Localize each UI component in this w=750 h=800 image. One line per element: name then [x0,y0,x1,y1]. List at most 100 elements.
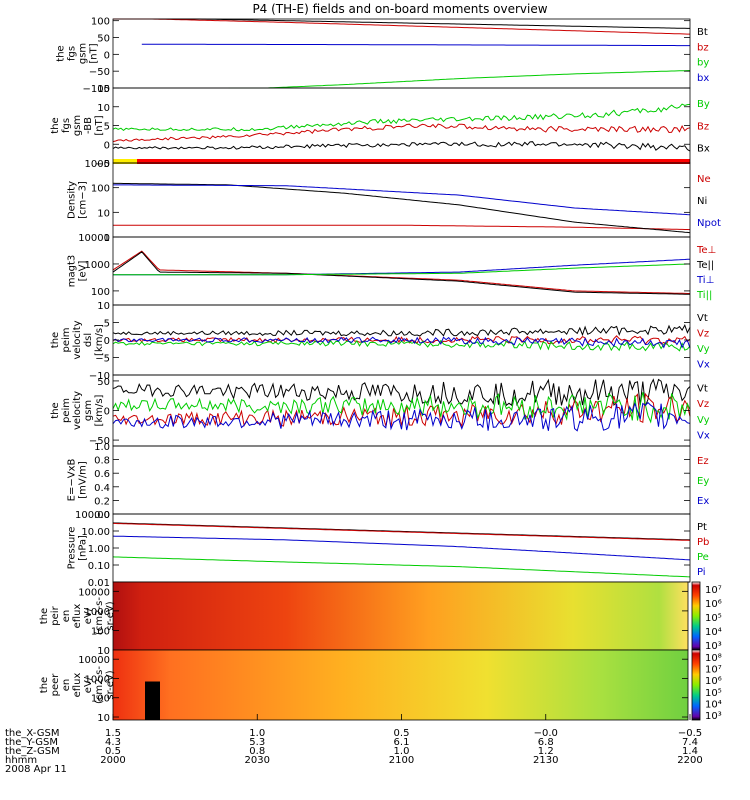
series-line-npot [113,184,691,216]
y-tick-label: 100 [91,184,110,195]
y-axis-label: thepeimvelocitydsl[km/s] [50,320,105,359]
colorbar [691,649,701,721]
panel-9: 10⁷ 10⁶ 10⁵ 10⁴ 10³ 10000 1000 100 10 thepeirenef… [39,581,722,657]
y-axis-label-line: magt3 [67,255,78,288]
y-tick-label: 100.00 [75,510,110,521]
series-line-ne [113,224,691,231]
y-tick-label: 0.2 [94,496,110,507]
y-tick-label: −5 [95,354,110,365]
legend-label: Vt [697,383,708,394]
y-axis-label: E=−VxB[mV/m] [67,459,89,502]
x-axis-row-label: the_X-GSM [5,728,59,739]
colorbar-tick-label: 10⁵ [705,688,722,699]
panel-3: Ne Ni Npot 1000 100 10 1 Density[cm−3] [67,159,721,244]
y-axis-label-line: the [50,402,61,418]
x-axis-value: 1.0 [394,746,410,757]
y-tick-label: 10 [97,301,110,312]
x-axis-value: 2130 [533,755,558,766]
y-axis-label-line: [nT] [89,43,100,63]
heatmap-image [113,650,688,720]
y-axis-label-line: dsl [83,333,94,347]
y-tick-label: −50 [89,67,110,78]
y-axis-label-line: peir [50,605,61,625]
panel-5: Vt Vz Vy Vx 10 5 0 −5 −10 thepeimvelocitydsl[km/s… [50,301,710,382]
x-axis-value: 1.5 [105,728,121,739]
series-line-pe [112,556,691,578]
heatmap-dropout [145,681,160,720]
y-tick-label: 10 [97,713,110,724]
panel-frame [112,445,691,515]
colorbar-tick-label: 10³ [705,641,722,652]
legend-label: Bx [697,144,710,155]
x-axis-value: 7.4 [682,737,698,748]
panel-8: Pt Pb Pe Pi 100.00 10.00 1.00 0.10 0.01 Pressure[… [67,510,710,589]
y-tick-label: 15 [97,84,110,95]
y-axis-label: thepeimvelocitygsm[km/s] [50,391,105,430]
y-tick-label: 0.01 [88,578,110,589]
panel-1: Bt bz by bx 100 50 0 −50 −100 thefgsgsm[nT] [56,17,710,95]
legend-label: Te⊥ [696,245,716,256]
y-axis-label-line: en [61,610,72,623]
y-axis-label: thepeerenefluxeV/(cm2-s-sr-eV) [39,666,116,704]
panels: Btbzbybx100500−50−100thefgsgsm[nT]ByBzBx… [39,17,722,724]
colorbar-tick-label: 10⁶ [705,676,722,687]
y-axis-label-line: velocity [72,320,83,359]
y-tick-label: −10 [89,371,110,382]
y-tick-label: 1000 [85,159,110,170]
legend-label: Te|| [696,260,714,271]
series-line-vx [112,336,691,349]
legend-label: Vy [697,415,710,426]
x-axis-value: 6.8 [538,737,554,748]
legend-label: Ex [697,496,709,507]
legend-label: Ey [697,476,709,487]
x-axis-date: 2008 Apr 11 [5,764,67,775]
legend-label: Pt [697,522,707,533]
y-tick-label: 1000 [85,260,110,271]
y-axis-label-line: [nT] [94,115,105,135]
legend-label: Vx [697,431,710,442]
series-line-vt [112,378,691,407]
series-line-bz [113,18,690,35]
y-axis-label-line: [km/s] [94,324,105,356]
legend-label: Bt [697,27,708,38]
y-axis-label: thepeirenefluxeV/(cm2-s-sr-eV) [39,597,116,635]
y-tick-label: −100 [83,84,110,95]
series-line-bx [141,43,690,47]
y-axis-label-line: gsm [72,115,83,136]
y-axis-label-line: gsm [78,43,89,64]
y-axis-label-line: [km/s] [94,394,105,426]
legend-label: Bz [697,121,709,132]
y-axis-label-line: the [50,117,61,133]
panel-frame [112,162,691,238]
y-axis-label-line: en [61,679,72,692]
legend-label: bz [697,42,709,53]
legend-label: Vz [697,329,709,340]
x-axis-value: −0.5 [678,728,702,739]
x-axis-value: 1.2 [538,746,554,757]
legend-label: Ni [697,196,707,207]
legend-label: Vx [697,360,710,371]
panel-frame [112,87,691,164]
y-axis-label-line: eV/ [83,676,94,693]
y-tick-label: 0.4 [94,483,110,494]
legend-label: By [697,99,710,110]
y-axis-label-line: [eV] [78,261,89,282]
y-axis-label-line: [mV/m] [78,461,89,499]
y-axis-label-line: sr-eV) [105,601,116,630]
series-line-ti- [113,263,690,276]
y-tick-label: 0.8 [94,456,110,467]
x-axis-value: 2100 [389,755,414,766]
y-axis-label-line: peim [61,327,72,352]
y-tick-label: 100 [91,694,110,705]
y-tick-label: 1.0 [94,442,110,453]
quality-flag-yellow [113,159,137,164]
x-axis-value: 4.3 [105,737,121,748]
figure-title: P4 (TH-E) fields and on-board moments ov… [252,2,547,16]
series-line-ni [112,182,691,234]
series-line-vt [112,323,691,337]
y-axis-label-line: the [56,45,67,61]
y-axis-label-line: the [50,332,61,348]
legend-label: Vz [697,399,709,410]
y-axis-label-line: (cm2-s- [94,666,105,704]
